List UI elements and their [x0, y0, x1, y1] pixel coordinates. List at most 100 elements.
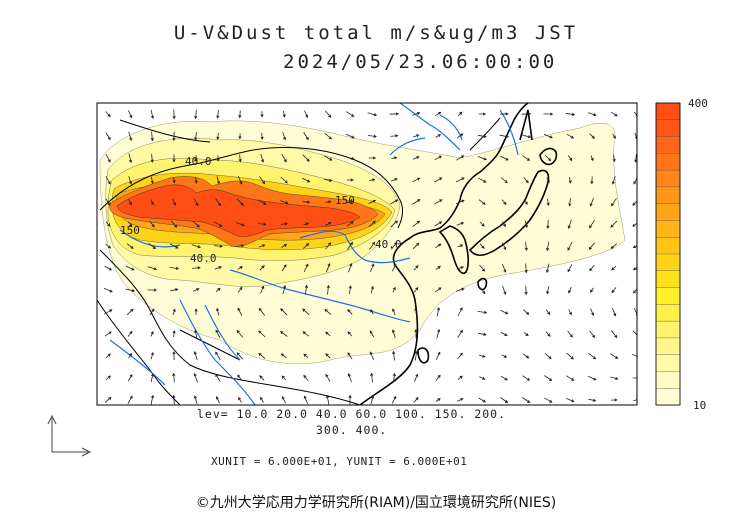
wind-arrow: [258, 199, 267, 205]
wind-arrow: [477, 310, 488, 314]
colorbar-swatch: [655, 287, 681, 305]
wind-arrow: [367, 134, 377, 138]
wind-arrow: [127, 221, 133, 227]
wind-arrow: [370, 263, 375, 273]
wind-arrow: [370, 285, 374, 294]
colorbar-swatch: [655, 136, 681, 154]
wind-arrow: [172, 329, 176, 338]
wind-arrow: [524, 220, 528, 229]
wind-arrow: [436, 328, 441, 339]
wind-arrow: [568, 198, 572, 207]
wind-arrow: [147, 288, 158, 292]
wind-arrow: [238, 154, 242, 163]
wind-arrow: [193, 395, 198, 405]
wind-arrow: [347, 241, 353, 250]
wind-arrow: [302, 177, 311, 183]
wind-arrow: [457, 244, 464, 248]
wind-arrow: [390, 241, 398, 250]
colorbar-swatch: [655, 253, 681, 272]
wind-arrow: [125, 265, 135, 271]
wind-arrow: [149, 308, 155, 316]
wind-arrow: [325, 331, 331, 337]
wind-arrow: [235, 222, 245, 227]
wind-arrow: [127, 110, 133, 119]
wind-arrow: [193, 198, 199, 207]
wind-arrow: [215, 287, 221, 293]
wind-arrow: [611, 287, 617, 294]
wind-arrow: [587, 375, 597, 381]
wind-arrow: [565, 112, 576, 116]
wind-arrow: [215, 373, 221, 382]
wind-arrow: [500, 112, 509, 116]
wind-arrow: [324, 132, 332, 140]
colorbar-swatch: [655, 388, 681, 406]
wind-arrow: [522, 375, 531, 381]
wind-arrow: [347, 373, 352, 383]
wind-arrow: [392, 308, 396, 316]
wind-arrow: [610, 243, 618, 249]
wind-arrow: [455, 177, 465, 183]
wind-arrow: [412, 242, 420, 250]
wind-arrow: [348, 285, 352, 295]
wind-arrow: [524, 263, 528, 274]
wind-arrow: [522, 397, 531, 403]
wind-arrow: [434, 287, 442, 293]
wind-arrow: [127, 374, 133, 382]
wind-arrow: [302, 200, 311, 204]
colorbar-swatch: [655, 169, 681, 188]
wind-arrow: [389, 112, 400, 116]
wind-arrow: [103, 287, 113, 293]
wind-arrow: [612, 308, 617, 317]
rivers: [109, 103, 519, 405]
wind-arrow: [567, 241, 573, 251]
wind-arrow: [455, 287, 465, 292]
wind-arrow: [546, 198, 550, 207]
wind-arrow: [172, 308, 176, 315]
wind-arrow: [501, 199, 507, 206]
wind-arrow: [391, 156, 398, 160]
wind-arrow: [215, 351, 221, 361]
wind-arrow: [194, 176, 198, 184]
wind-arrow: [436, 307, 440, 317]
wind-arrow: [501, 354, 508, 358]
colorbar-swatch: [655, 371, 681, 389]
wind-arrow: [105, 353, 111, 359]
wind-arrow: [104, 331, 112, 337]
wind-arrow: [325, 373, 331, 382]
wind-arrow: [412, 177, 421, 183]
wind-arrow: [392, 286, 396, 293]
wind-arrow: [545, 155, 552, 162]
wind-arrow: [612, 154, 616, 163]
wind-arrow: [128, 153, 133, 164]
wind-arrow: [435, 134, 442, 138]
wind-arrow: [434, 177, 443, 183]
wind-vectors: [103, 109, 637, 405]
wind-arrow: [390, 134, 399, 138]
colorbar-swatch: [655, 220, 681, 238]
wind-arrow: [566, 352, 574, 360]
wind-arrow: [589, 133, 595, 139]
wind-arrow: [236, 244, 245, 248]
wind-arrow: [302, 331, 310, 337]
wind-arrow: [502, 221, 506, 228]
wind-arrow: [346, 156, 355, 160]
wind-arrow: [612, 133, 616, 139]
wind-arrow: [125, 288, 136, 293]
wind-arrow: [347, 200, 354, 204]
wind-arrow: [216, 155, 220, 162]
wind-arrow: [193, 288, 200, 292]
wind-arrow: [434, 155, 443, 161]
wind-arrow: [281, 264, 287, 272]
wind-arrow: [479, 221, 485, 227]
wind-arrow: [172, 131, 176, 142]
wind-arrow: [523, 332, 529, 337]
wind-arrow: [237, 307, 243, 316]
wind-arrow: [545, 331, 551, 337]
wind-arrow: [370, 395, 375, 405]
wind-arrow: [150, 199, 154, 206]
wind-arrow: [412, 220, 421, 228]
wind-arrow: [236, 329, 244, 338]
wind-arrow: [346, 221, 354, 227]
wind-arrow: [477, 134, 487, 138]
wind-arrow: [545, 263, 550, 274]
